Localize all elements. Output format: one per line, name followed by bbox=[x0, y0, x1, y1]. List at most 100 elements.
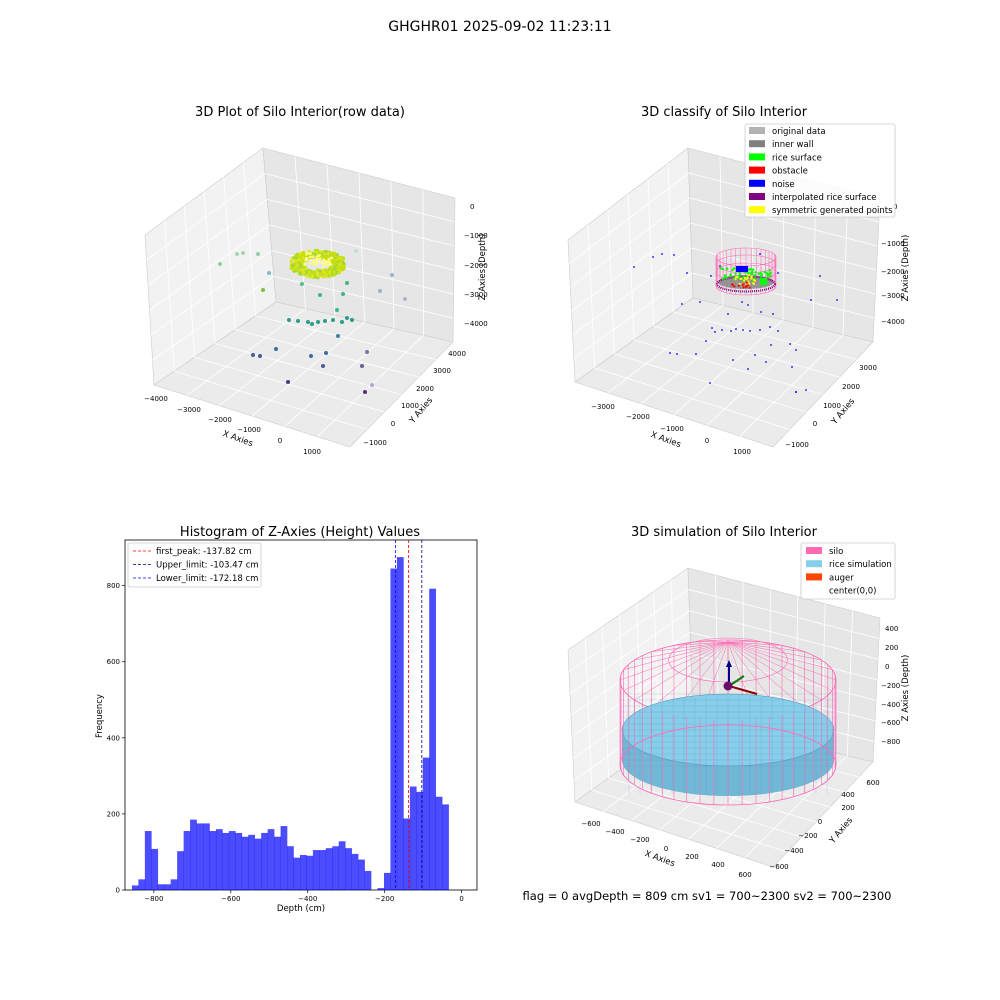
gridline bbox=[688, 589, 880, 639]
gridline bbox=[691, 674, 876, 722]
data-point bbox=[258, 354, 262, 358]
histogram-bar bbox=[338, 841, 346, 890]
y-tick-label: 600 bbox=[107, 658, 120, 666]
data-point bbox=[330, 256, 334, 260]
noise-point bbox=[661, 253, 663, 255]
histogram-bar bbox=[403, 818, 411, 890]
noise-point bbox=[760, 311, 762, 313]
rice-surface-point bbox=[759, 271, 762, 274]
x-tick: −3000 bbox=[591, 403, 615, 411]
data-point bbox=[305, 256, 308, 260]
data-point bbox=[318, 293, 322, 297]
rice-surface-point bbox=[766, 275, 769, 278]
simulation-plot-title: 3D simulation of Silo Interior bbox=[631, 525, 818, 540]
data-point bbox=[241, 251, 245, 255]
y-tick: 200 bbox=[841, 804, 854, 812]
legend-swatch bbox=[749, 179, 765, 187]
histogram-x-ticks: −800 −600 −400 −200 0 bbox=[144, 890, 464, 903]
silo-roof-wire bbox=[673, 641, 729, 646]
histogram-bar bbox=[319, 850, 327, 890]
histogram-bar bbox=[390, 568, 398, 890]
data-point bbox=[345, 316, 349, 320]
classify-plot-gridlines bbox=[568, 156, 879, 437]
symmetric-point bbox=[750, 277, 753, 280]
noise-point bbox=[769, 326, 771, 328]
data-point bbox=[296, 258, 301, 262]
silo-roof-wire bbox=[651, 641, 729, 652]
data-point bbox=[339, 266, 343, 271]
obstacle-point bbox=[745, 281, 748, 284]
gridline bbox=[744, 755, 848, 858]
noise-point bbox=[730, 330, 732, 332]
symmetric-point bbox=[738, 282, 741, 285]
y-tick: 2000 bbox=[842, 383, 860, 391]
data-point bbox=[294, 256, 298, 260]
symmetric-point bbox=[744, 277, 747, 280]
data-point bbox=[335, 271, 339, 275]
histogram-bar bbox=[442, 804, 449, 890]
z-tick: 400 bbox=[885, 625, 898, 633]
data-point bbox=[335, 308, 339, 312]
data-point bbox=[390, 273, 394, 277]
data-point bbox=[299, 271, 303, 276]
y-tick: 0 bbox=[391, 420, 395, 428]
histogram-reference-lines bbox=[394, 540, 423, 890]
y-tick-label: 800 bbox=[107, 582, 120, 590]
legend-label: original data bbox=[772, 127, 826, 137]
histogram-bar bbox=[422, 757, 430, 890]
silo-roof-wire bbox=[651, 641, 729, 709]
noise-point bbox=[795, 391, 797, 393]
histogram-bar bbox=[151, 848, 159, 890]
data-point bbox=[308, 255, 312, 259]
noise-point bbox=[669, 352, 671, 354]
obstacle-point bbox=[746, 284, 750, 287]
rice-surface-point bbox=[723, 276, 726, 279]
histogram-bar bbox=[332, 846, 340, 890]
z-axis-label: Z Axies (Depth) bbox=[478, 234, 488, 301]
noise-point bbox=[791, 366, 793, 368]
y-tick: 3000 bbox=[859, 364, 877, 372]
gridline bbox=[591, 789, 788, 853]
y-tick-label: 0 bbox=[116, 887, 120, 895]
z-tick: −3000 bbox=[881, 292, 905, 300]
y-tick: 4000 bbox=[448, 350, 466, 358]
gridline bbox=[846, 610, 853, 756]
histogram-bar bbox=[183, 831, 191, 890]
raw-plot-x-ticks: −4000 −3000 −2000 −1000 0 1000 bbox=[144, 395, 321, 456]
silo-roof-wire bbox=[634, 641, 729, 661]
histogram-bar bbox=[280, 826, 288, 890]
noise-point bbox=[652, 256, 654, 258]
histogram-bar bbox=[131, 885, 139, 890]
rice-surface-point bbox=[765, 271, 768, 274]
depth-histogram: Histogram of Z-Axies (Height) Values −80… bbox=[95, 525, 478, 914]
legend-label: inner wall bbox=[772, 140, 813, 150]
rice-surface-point bbox=[725, 276, 728, 279]
data-point bbox=[218, 262, 222, 266]
auger-x-arrow bbox=[728, 685, 758, 695]
rice-surface-point bbox=[719, 267, 723, 270]
rice-surface-point bbox=[733, 267, 736, 270]
noise-point bbox=[710, 275, 712, 277]
rice-surface-point bbox=[734, 272, 737, 275]
symmetric-point bbox=[747, 274, 750, 277]
y-tick: −400 bbox=[784, 847, 803, 855]
noise-point bbox=[719, 265, 721, 267]
classify-plot-title: 3D classify of Silo Interior bbox=[641, 105, 808, 120]
classify-legend: original data inner wall rice surface obsta… bbox=[744, 123, 896, 218]
noise-point bbox=[749, 330, 751, 332]
data-point bbox=[332, 266, 337, 270]
classify-3d-plot: 3D classify of Silo Interior −3000 −2000… bbox=[567, 105, 911, 456]
data-point bbox=[301, 252, 305, 256]
data-point bbox=[298, 267, 302, 272]
center-marker bbox=[723, 681, 733, 691]
data-point bbox=[325, 255, 329, 259]
histogram-bar bbox=[358, 859, 365, 890]
data-point bbox=[299, 258, 303, 262]
obstacle-point bbox=[737, 284, 741, 287]
histogram-bar bbox=[435, 796, 443, 890]
data-point bbox=[256, 252, 260, 256]
symmetric-point bbox=[747, 280, 750, 283]
y-tick: 1000 bbox=[823, 402, 841, 410]
data-point bbox=[291, 264, 295, 268]
x-tick: 0 bbox=[278, 437, 282, 445]
